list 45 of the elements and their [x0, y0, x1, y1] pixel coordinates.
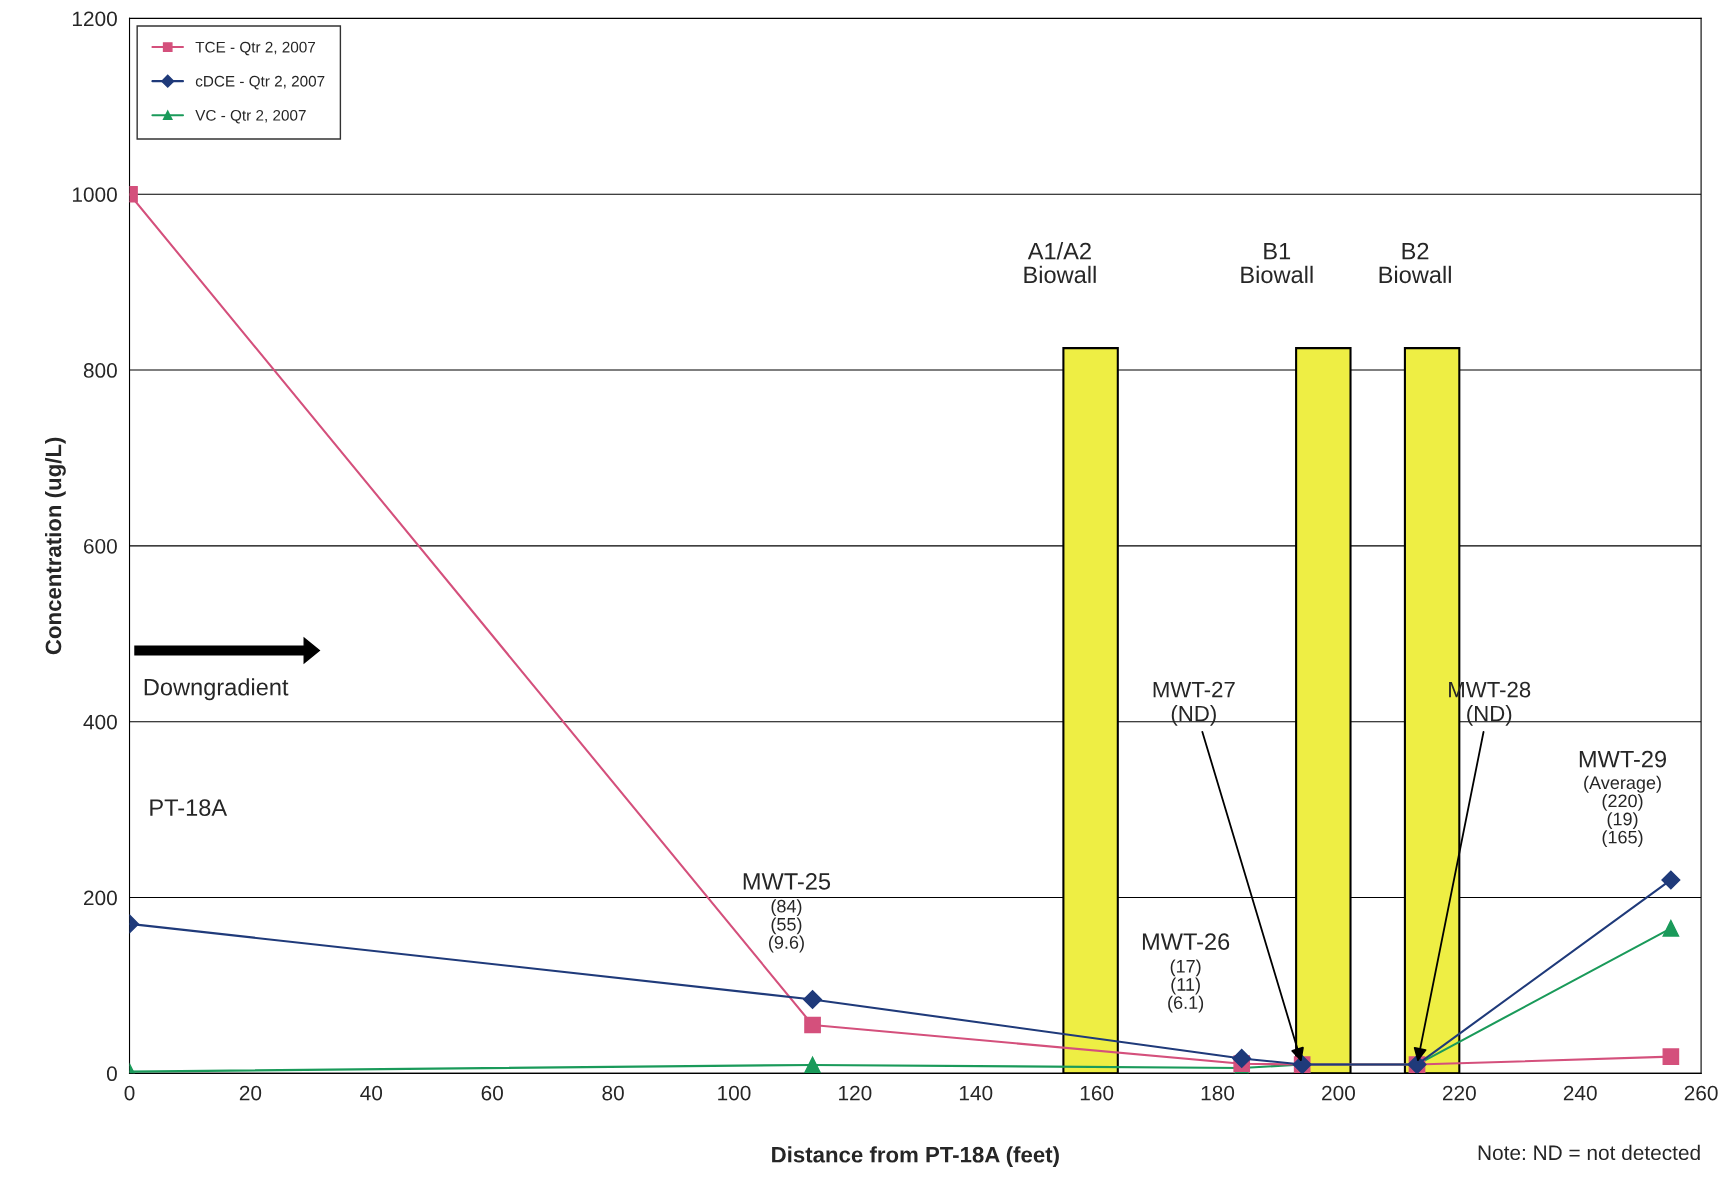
point: [1661, 870, 1681, 890]
point: [804, 1056, 821, 1074]
point: [1232, 1048, 1252, 1068]
annotation: Downgradient: [144, 678, 289, 701]
text: Note: ND = not detected: [1478, 1144, 1700, 1161]
annotation: B1 Biowall: [1241, 242, 1313, 284]
y-tick-label: 600: [84, 538, 117, 554]
x-tick-label: 20: [239, 1085, 262, 1101]
x-tick-label: 260: [1684, 1085, 1718, 1101]
point: [1662, 919, 1680, 937]
y-tick-label: 400: [83, 714, 117, 730]
y-tick-label: 1200: [72, 11, 117, 27]
x-tick-label: 80: [602, 1085, 624, 1101]
annotation: A1/A2 Biowall: [1024, 242, 1096, 284]
point: [803, 989, 823, 1010]
legend-label: TCE - Qtr 2, 2007: [195, 41, 316, 56]
annotation: MWT-25: [743, 873, 831, 890]
legend-label: cDCE - Qtr 2, 2007: [195, 75, 325, 90]
point: [1662, 1048, 1680, 1065]
x-tick-label: 140: [959, 1085, 993, 1101]
x-tick-label: 0: [124, 1085, 135, 1101]
annotation: (84) (55) (9.6): [769, 899, 804, 953]
annotation: (17) (11) (6.1): [1168, 959, 1204, 1013]
x-tick-label: 160: [1080, 1085, 1114, 1101]
annotation: (Average) (220) (19) (165): [1584, 775, 1661, 848]
annotation: B2 Biowall: [1379, 242, 1451, 284]
annotation: MWT-26: [1142, 933, 1230, 950]
x-tick-label: 180: [1201, 1085, 1235, 1101]
y-tick-label: 800: [83, 363, 117, 378]
point: [804, 1016, 821, 1034]
x-tick-label: 240: [1563, 1085, 1597, 1101]
y-tick-label: 0: [106, 1066, 117, 1082]
x-tick-label: 200: [1322, 1085, 1355, 1101]
annotation: PT-18A: [150, 799, 228, 816]
y-tick-label: 1000: [72, 187, 117, 202]
x-tick-label: 60: [481, 1085, 503, 1101]
y-tick-label: 200: [84, 890, 117, 906]
y-axis-title: Concentration (ug/L): [45, 437, 66, 655]
annotation: MWT-29: [1579, 750, 1666, 768]
x-tick-label: 120: [839, 1085, 872, 1101]
x-tick-label: 100: [718, 1085, 751, 1101]
x-tick-label: 40: [360, 1085, 383, 1101]
legend-label: VC - Qtr 2, 2007: [195, 109, 306, 124]
x-tick-label: 220: [1442, 1085, 1476, 1101]
x-axis-title: Distance from PT-18A (feet): [772, 1146, 1059, 1167]
